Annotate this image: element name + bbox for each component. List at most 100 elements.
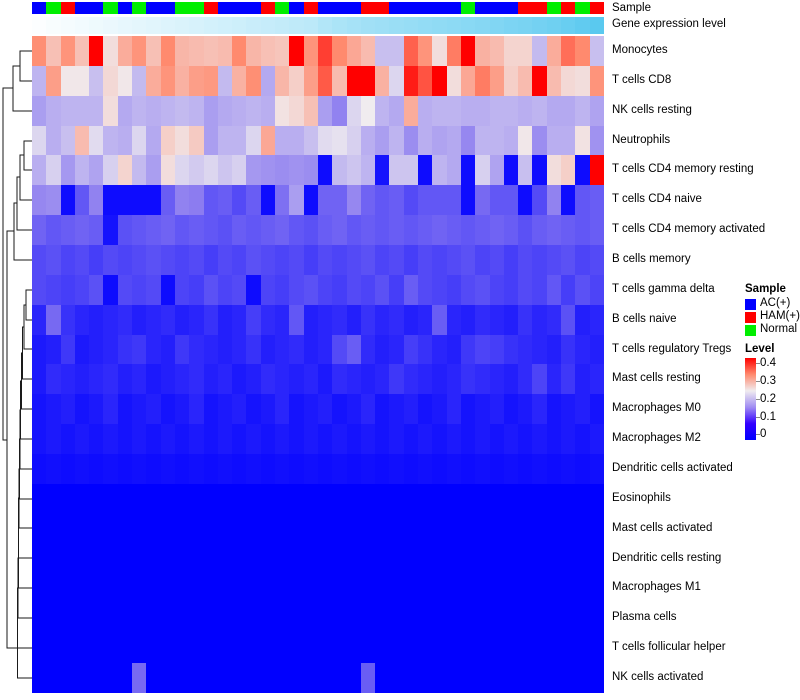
heatmap-cell [389,543,404,574]
heatmap-cell [432,454,447,484]
heatmap-cell [375,543,390,574]
heatmap-cell [532,185,547,216]
gene-expression-annotation-cell [375,17,390,34]
heatmap-cell [174,95,190,126]
heatmap-cell [289,394,304,425]
heatmap-cell [503,394,519,425]
heatmap-cell [32,603,47,634]
heatmap-cell [532,633,547,664]
heatmap-cell [575,36,590,66]
heatmap-row-label: Mast cells resting [612,372,701,385]
heatmap-cell [32,513,47,544]
heatmap-cell [217,454,233,484]
heatmap-cell [217,483,233,514]
heatmap-cell [232,603,247,634]
heatmap-cell [189,394,204,425]
heatmap-cell [475,394,490,425]
heatmap-cell [189,65,204,96]
heatmap-cell [360,424,376,455]
heatmap-cell [275,304,290,335]
heatmap-cell [317,394,333,425]
heatmap-cell [360,483,376,514]
heatmap-cell [46,65,61,96]
heatmap-cell [160,483,175,514]
heatmap-cell [460,185,476,216]
heatmap-cell [418,36,433,66]
heatmap-cell [246,125,261,156]
heatmap-cell [532,245,547,275]
heatmap-cell [246,513,261,544]
gene-expression-annotation-cell [403,17,419,34]
heatmap-cell [503,304,519,335]
heatmap-cell [303,65,318,96]
heatmap-cell [160,245,175,275]
heatmap-cell [403,454,419,484]
heatmap-cell [589,364,604,395]
heatmap-cell [503,36,519,66]
heatmap-cell [389,483,404,514]
heatmap-cell [146,543,161,574]
heatmap-cell [303,424,318,455]
heatmap-cell [403,304,419,335]
heatmap-cell [174,603,190,634]
heatmap-cell [46,245,61,275]
heatmap-cell [32,483,47,514]
heatmap-cell [60,65,75,96]
heatmap-cell [303,663,318,693]
heatmap-cell [375,215,390,246]
heatmap-cell [475,513,490,544]
heatmap-cell [46,36,61,66]
heatmap-cell [289,36,304,66]
heatmap-cell [275,454,290,484]
sample-annotation-cell [189,2,204,14]
heatmap-cell [203,394,218,425]
heatmap-cell [174,274,190,305]
heatmap-cell [103,543,118,574]
heatmap-cell [160,663,175,693]
heatmap-row [32,573,604,604]
heatmap-cell [332,573,347,604]
heatmap-cell [60,394,75,425]
sample-annotation-cell [518,2,533,14]
heatmap-cell [446,573,461,604]
heatmap-cell [518,483,533,514]
heatmap-cell [46,633,61,664]
heatmap-cell [432,215,447,246]
heatmap-cell [546,603,561,634]
heatmap-cell [503,633,519,664]
heatmap-cell [89,245,104,275]
heatmap-cell [74,95,90,126]
heatmap-cell [432,663,447,693]
heatmap-cell [89,155,104,186]
heatmap-cell [74,573,90,604]
heatmap-cell [489,424,504,455]
heatmap-cell [546,573,561,604]
row-label-column: Monocytes T cells CD8 NK cells resting Neut… [612,36,772,693]
heatmap-cell [303,185,318,216]
heatmap-cell [232,483,247,514]
heatmap-cell [246,304,261,335]
sample-annotation-cell [360,2,376,14]
gene-expression-annotation-cell [232,17,247,34]
heatmap-cell [103,274,118,305]
sample-legend-swatch [745,298,756,310]
heatmap-cell [217,334,233,365]
heatmap-cell [418,65,433,96]
heatmap-cell [560,304,576,335]
heatmap-cell [346,633,361,664]
heatmap-cell [60,513,75,544]
heatmap-cell [460,394,476,425]
heatmap-cell [32,573,47,604]
heatmap-cell [460,663,476,693]
heatmap-cell [117,573,133,604]
heatmap-cell [360,36,376,66]
heatmap-cell [375,95,390,126]
heatmap-cell [460,633,476,664]
heatmap-cell [60,543,75,574]
sample-annotation-cell [275,2,290,14]
heatmap-cell [317,125,333,156]
heatmap-cell [189,424,204,455]
heatmap-cell [246,36,261,66]
heatmap-cell [160,95,175,126]
heatmap-cell [317,573,333,604]
